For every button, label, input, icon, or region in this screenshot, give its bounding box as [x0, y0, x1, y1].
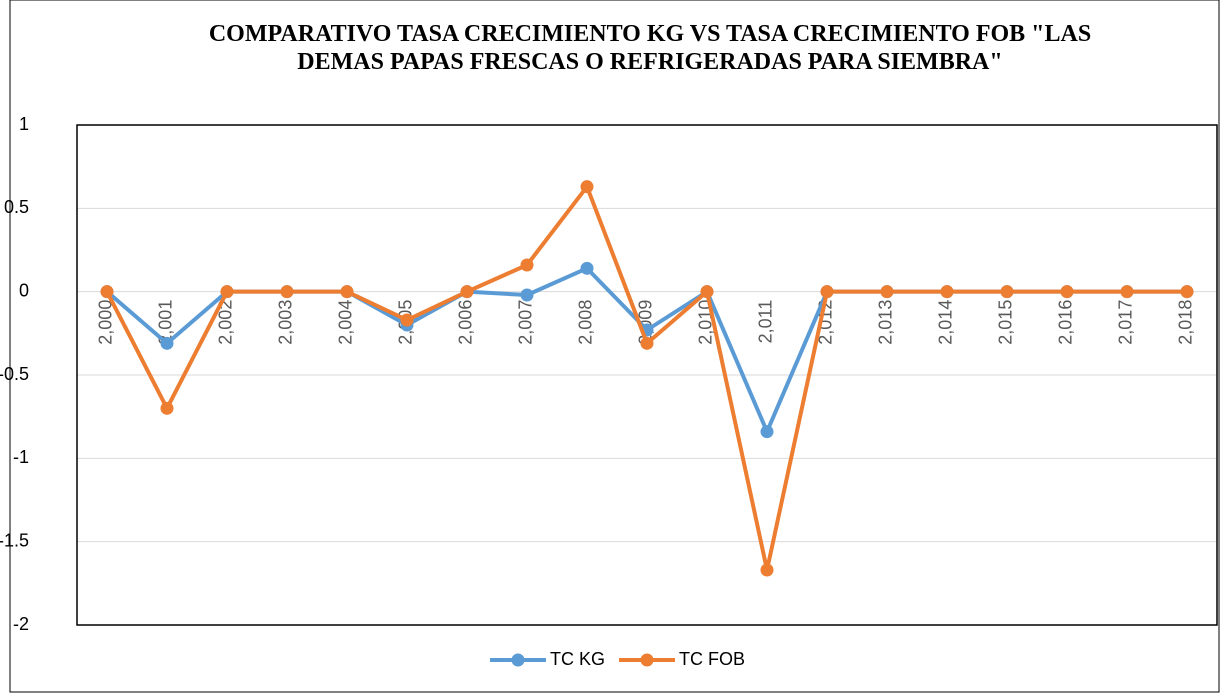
legend-marker — [511, 653, 525, 667]
y-tick-label: 1 — [19, 114, 29, 134]
data-point — [760, 425, 774, 439]
data-point — [1180, 285, 1194, 299]
x-tick-label: 2,016 — [1056, 300, 1076, 345]
y-tick-label: -1.5 — [0, 530, 29, 550]
data-point — [520, 258, 534, 272]
data-point — [1060, 285, 1074, 299]
data-point — [1000, 285, 1014, 299]
data-point — [1120, 285, 1134, 299]
y-tick-label: -2 — [13, 614, 29, 634]
data-point — [340, 285, 354, 299]
legend-marker — [640, 653, 654, 667]
series-line — [105, 184, 1187, 572]
legend-label: TC KG — [550, 649, 605, 669]
y-tick-label: -0.5 — [0, 364, 29, 384]
data-point — [580, 261, 594, 275]
chart-title: COMPARATIVO TASA CRECIMIENTO KG VS TASA … — [208, 21, 1092, 75]
x-tick-label: 2,008 — [576, 300, 596, 345]
data-point — [940, 285, 954, 299]
x-tick-label: 2,000 — [96, 300, 116, 345]
grid — [77, 124, 1217, 626]
x-tick-label: 2,004 — [336, 300, 356, 345]
x-tick-label: 2,015 — [996, 300, 1016, 345]
y-tick-label: 0 — [19, 280, 29, 300]
x-tick-label: 2,014 — [936, 300, 956, 345]
x-tick-label: 2,007 — [516, 300, 536, 345]
data-point — [580, 180, 594, 194]
x-tick-label: 2,018 — [1176, 300, 1196, 345]
data-point — [820, 285, 834, 299]
plot-border — [76, 124, 1218, 626]
legend-label: TC FOB — [679, 649, 745, 669]
x-tick-label: 2,017 — [1116, 300, 1136, 345]
data-point — [700, 285, 714, 299]
data-point — [460, 285, 474, 299]
data-point — [880, 285, 894, 299]
x-tick-label: 2,001 — [156, 300, 176, 345]
x-tick-label: 2,013 — [876, 300, 896, 345]
data-point — [100, 285, 114, 299]
data-point — [220, 285, 234, 299]
data-point — [400, 313, 414, 327]
y-tick-label: -1 — [13, 447, 29, 467]
data-point — [160, 336, 174, 350]
data-point — [760, 563, 774, 577]
data-point — [280, 285, 294, 299]
chart-border — [9, 0, 1220, 693]
y-tick-label: 0.5 — [4, 197, 29, 217]
x-tick-label: 2,011 — [756, 300, 776, 344]
x-tick-label: 2,003 — [276, 300, 296, 345]
data-point — [160, 401, 174, 415]
x-tick-label: 2,006 — [456, 300, 476, 345]
x-tick-label: 2,002 — [216, 300, 236, 345]
data-point — [520, 288, 534, 302]
data-point — [640, 336, 654, 350]
